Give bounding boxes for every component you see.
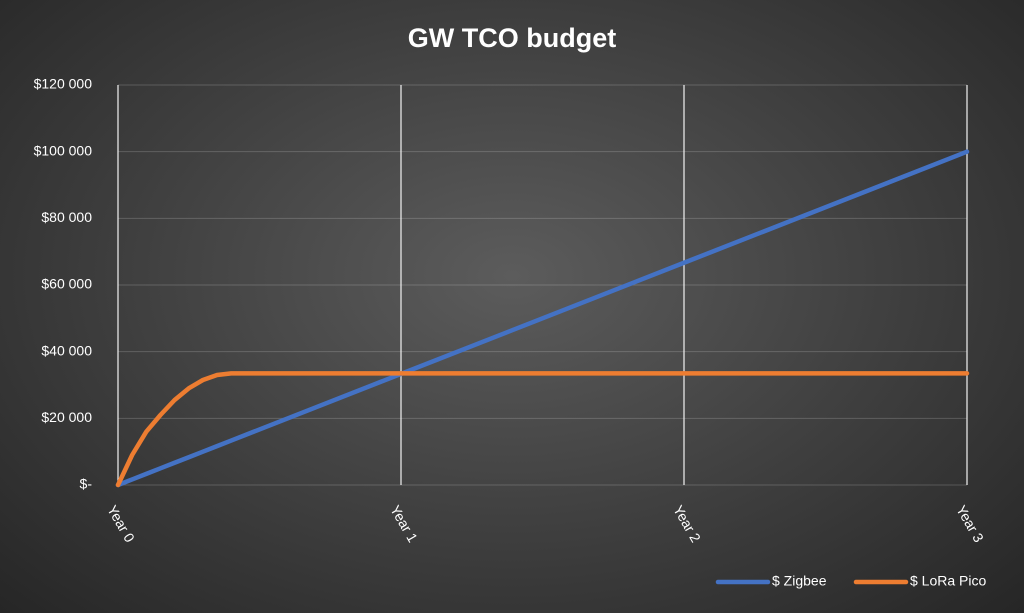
- x-tick-label: Year 0: [104, 502, 138, 545]
- legend-label: $ LoRa Pico: [910, 573, 986, 589]
- chart-title: GW TCO budget: [408, 23, 616, 53]
- legend-label: $ Zigbee: [772, 573, 827, 589]
- series-line: [115, 371, 970, 488]
- y-tick-label: $80 000: [41, 209, 92, 225]
- x-tick-label: Year 2: [670, 502, 704, 545]
- y-tick-label: $60 000: [41, 276, 92, 292]
- y-tick-label: $20 000: [41, 409, 92, 425]
- y-tick-label: $120 000: [34, 76, 93, 92]
- x-tick-label: Year 3: [953, 502, 987, 545]
- series-line: [115, 149, 970, 488]
- y-tick-label: $40 000: [41, 342, 92, 358]
- x-tick-label: Year 1: [387, 502, 421, 545]
- y-tick-label: $-: [80, 476, 93, 492]
- y-tick-label: $100 000: [34, 142, 93, 158]
